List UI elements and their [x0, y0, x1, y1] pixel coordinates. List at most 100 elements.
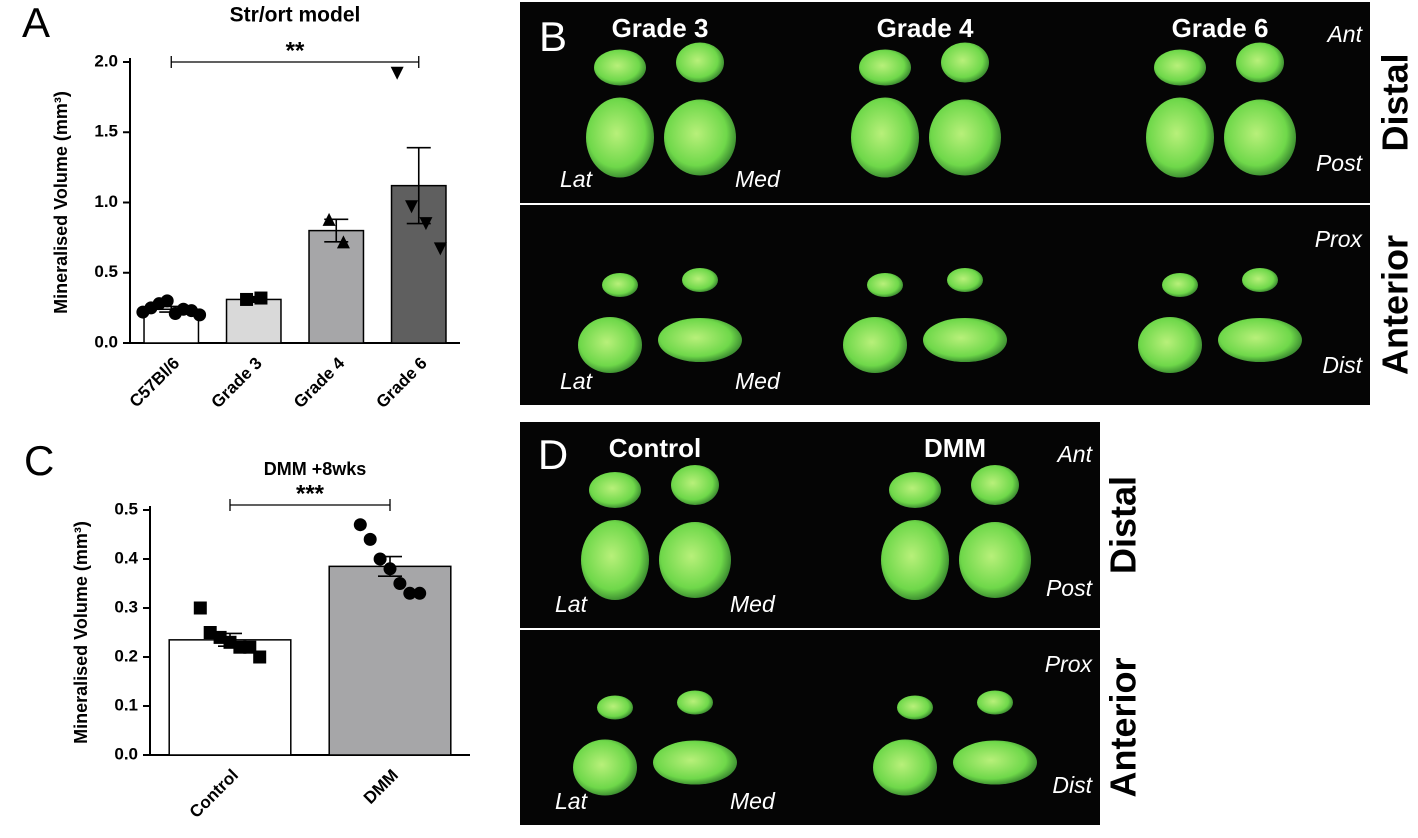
- x-tick-label: Control: [186, 766, 242, 822]
- data-point: [243, 640, 257, 654]
- bone-blob: [581, 520, 649, 600]
- y-tick-label: 0.1: [114, 695, 138, 714]
- data-point: [433, 242, 447, 256]
- data-point: [193, 601, 207, 615]
- data-point: [203, 626, 217, 639]
- data-point: [405, 200, 419, 214]
- bone-blob: [602, 273, 638, 297]
- image-panel: [520, 205, 1370, 405]
- y-axis-label: Mineralised Volume (mm³): [71, 521, 91, 744]
- x-tick-label: Grade 4: [290, 353, 349, 412]
- bone-blob: [929, 99, 1001, 176]
- orientation-label: Lat: [555, 788, 589, 814]
- data-point: [160, 294, 174, 308]
- y-tick-label: 0.3: [114, 597, 138, 616]
- data-point: [393, 577, 407, 590]
- column-label: Grade 3: [612, 13, 709, 43]
- x-tick-label: DMM: [360, 766, 402, 808]
- orientation-label: Lat: [555, 591, 589, 617]
- bone-blob: [923, 318, 1007, 362]
- orientation-label: Dist: [1052, 772, 1093, 798]
- bone-blob: [859, 49, 911, 86]
- data-point: [213, 630, 227, 644]
- y-axis-label: Mineralised Volume (mm³): [51, 91, 71, 314]
- orientation-label: Post: [1046, 575, 1094, 601]
- bone-blob: [947, 268, 983, 292]
- data-point: [193, 308, 207, 322]
- data-point: [254, 291, 268, 305]
- bone-blob: [677, 690, 713, 715]
- data-point: [413, 586, 427, 600]
- y-tick-label: 2.0: [94, 51, 118, 70]
- bone-blob: [971, 465, 1019, 505]
- orientation-label: Post: [1316, 150, 1364, 176]
- y-tick-label: 0.5: [94, 262, 118, 281]
- data-point: [390, 66, 404, 80]
- bone-blob: [594, 49, 646, 86]
- bone-blob: [658, 318, 742, 362]
- column-label: Grade 6: [1172, 13, 1269, 43]
- orientation-label: Ant: [1055, 441, 1093, 467]
- orientation-label: Lat: [560, 166, 594, 192]
- bone-blob: [578, 317, 642, 373]
- bar: [328, 565, 452, 756]
- image-panel: [520, 2, 1370, 203]
- bone-blob: [1224, 99, 1296, 176]
- x-tick-label: C57Bl/6: [126, 354, 184, 412]
- bone-blob: [573, 739, 637, 796]
- y-tick-label: 0.0: [94, 332, 118, 351]
- chart-title: Str/ort model: [230, 4, 361, 27]
- data-point: [373, 552, 387, 566]
- bone-blob: [941, 42, 989, 83]
- significance-label: ***: [296, 480, 325, 507]
- x-tick-label: Grade 3: [208, 354, 266, 412]
- data-point: [240, 292, 254, 306]
- orientation-label: Med: [735, 368, 781, 394]
- panel-letter: A: [22, 0, 50, 46]
- bone-blob: [1162, 273, 1198, 297]
- bone-blob: [1218, 318, 1302, 362]
- bone-blob: [1242, 268, 1278, 292]
- bone-blob: [676, 42, 724, 83]
- data-point: [419, 217, 433, 231]
- column-label: Control: [609, 433, 701, 463]
- y-tick-label: 1.5: [94, 122, 118, 141]
- chart-title: DMM +8wks: [264, 459, 367, 479]
- bone-blob: [889, 472, 941, 508]
- data-point: [353, 518, 367, 532]
- column-label: DMM: [924, 433, 986, 463]
- bone-blob: [589, 472, 641, 508]
- bone-blob: [597, 695, 633, 720]
- y-tick-label: 1.0: [94, 192, 118, 211]
- view-label: Anterior: [1103, 657, 1144, 797]
- data-point: [253, 650, 267, 664]
- orientation-label: Dist: [1322, 352, 1363, 378]
- y-tick-label: 0.2: [114, 646, 138, 665]
- data-point: [322, 212, 336, 226]
- data-point: [383, 562, 397, 576]
- bone-blob: [867, 273, 903, 297]
- y-tick-label: 0.5: [114, 499, 138, 518]
- bone-blob: [959, 522, 1031, 598]
- data-point: [223, 635, 237, 649]
- orientation-label: Prox: [1045, 651, 1094, 677]
- orientation-label: Med: [735, 166, 781, 192]
- panel-letter: D: [538, 431, 568, 478]
- bone-blob: [664, 99, 736, 176]
- orientation-label: Lat: [560, 368, 594, 394]
- bone-blob: [881, 520, 949, 600]
- panel-letter: C: [24, 437, 54, 484]
- y-tick-label: 0.0: [114, 744, 138, 763]
- view-label: Distal: [1103, 476, 1144, 574]
- bone-blob: [843, 317, 907, 373]
- view-label: Anterior: [1375, 235, 1416, 375]
- bone-blob: [1236, 42, 1284, 83]
- orientation-label: Prox: [1315, 226, 1364, 252]
- bone-blob: [873, 739, 937, 796]
- bar: [168, 639, 292, 756]
- bone-blob: [659, 522, 731, 598]
- x-tick-label: Grade 6: [373, 354, 431, 412]
- bar: [308, 229, 365, 344]
- image-panel: [520, 630, 1100, 825]
